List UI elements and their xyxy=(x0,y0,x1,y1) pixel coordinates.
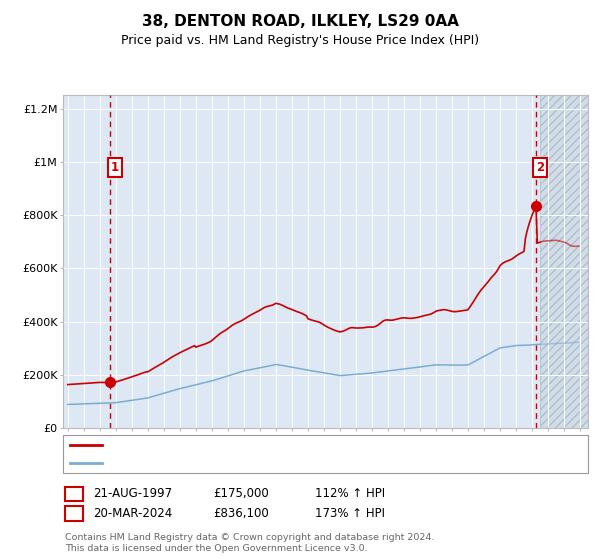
Text: 112% ↑ HPI: 112% ↑ HPI xyxy=(315,487,385,501)
Text: 38, DENTON ROAD, ILKLEY, LS29 0AA: 38, DENTON ROAD, ILKLEY, LS29 0AA xyxy=(142,14,458,29)
Text: 1: 1 xyxy=(70,487,78,501)
Text: 1: 1 xyxy=(111,161,119,174)
Text: HPI: Average price, detached house, Bradford: HPI: Average price, detached house, Brad… xyxy=(108,458,363,468)
Text: 2: 2 xyxy=(70,507,78,520)
Bar xyxy=(540,95,588,428)
Text: £175,000: £175,000 xyxy=(213,487,269,501)
Text: 20-MAR-2024: 20-MAR-2024 xyxy=(93,507,172,520)
Text: Price paid vs. HM Land Registry's House Price Index (HPI): Price paid vs. HM Land Registry's House … xyxy=(121,34,479,46)
Bar xyxy=(540,95,588,428)
Text: Contains HM Land Registry data © Crown copyright and database right 2024.
This d: Contains HM Land Registry data © Crown c… xyxy=(65,533,434,553)
Text: 21-AUG-1997: 21-AUG-1997 xyxy=(93,487,172,501)
Text: 173% ↑ HPI: 173% ↑ HPI xyxy=(315,507,385,520)
Text: 2: 2 xyxy=(536,161,544,174)
Text: 38, DENTON ROAD, ILKLEY, LS29 0AA (detached house): 38, DENTON ROAD, ILKLEY, LS29 0AA (detac… xyxy=(108,440,419,450)
Text: £836,100: £836,100 xyxy=(213,507,269,520)
